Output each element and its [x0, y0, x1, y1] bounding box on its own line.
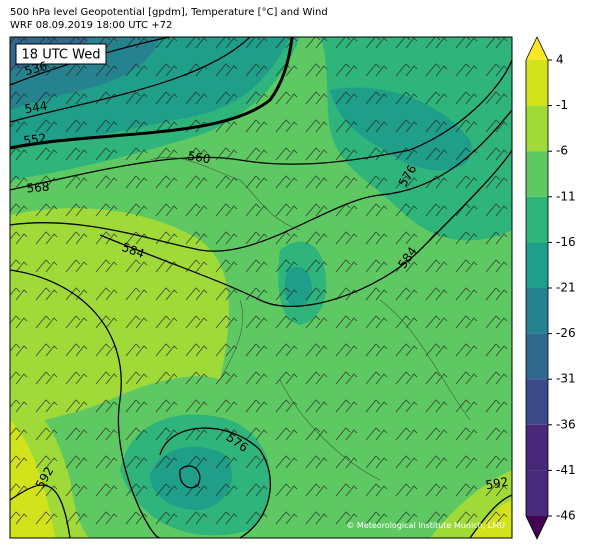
contour-label: 560: [187, 149, 212, 167]
colorbar-tick-label: -21: [556, 281, 576, 295]
colorbar-tick-label: -11: [556, 189, 576, 203]
colorbar-tick-label: -1: [556, 98, 568, 112]
colorbar-band: [526, 196, 548, 243]
map: [10, 37, 512, 538]
contour-label: 544: [23, 99, 48, 117]
time-box: [15, 43, 107, 65]
colorbar-tick-label: -46: [556, 509, 576, 523]
credit: © Meteorological Institute Munich, LMU: [346, 521, 505, 530]
time-label: 18 UTC Wed: [22, 48, 101, 63]
contour-label: 552: [23, 131, 48, 148]
map-frame: [9, 36, 513, 539]
colorbar-tick-label: -31: [556, 372, 576, 386]
colorbar: 4 -1 -6 -11 -16 -21 -26 -31 -36 -41 -46: [525, 36, 576, 540]
colorbar-band: [526, 242, 548, 288]
subtitle: WRF 08.09.2019 18:00 UTC +72: [10, 20, 172, 31]
colorbar-tick-label: -41: [556, 463, 576, 477]
colorbar-band: [526, 470, 548, 516]
colorbar-band: [526, 105, 548, 152]
contour-label: 568: [26, 180, 50, 196]
colorbar-extend-top: [526, 37, 548, 60]
colorbar-tick-label: -36: [556, 417, 576, 431]
colorbar-tick-label: -26: [556, 326, 576, 340]
colorbar-tick-label: 4: [556, 53, 564, 67]
colorbar-tick-label: -6: [556, 144, 568, 158]
colorbar-band: [526, 379, 548, 425]
colorbar-band: [526, 333, 548, 380]
colorbar-band: [526, 60, 548, 106]
contour-label: 536: [23, 59, 49, 78]
title: 500 hPa level Geopotential [gpdm], Tempe…: [10, 7, 328, 18]
colorbar-band: [526, 424, 548, 471]
colorbar-tick-label: -16: [556, 235, 576, 249]
colorbar-band: [526, 151, 548, 197]
colorbar-extend-bottom: [526, 516, 548, 539]
colorbar-band: [526, 288, 548, 334]
contour-label: 592: [484, 475, 509, 493]
